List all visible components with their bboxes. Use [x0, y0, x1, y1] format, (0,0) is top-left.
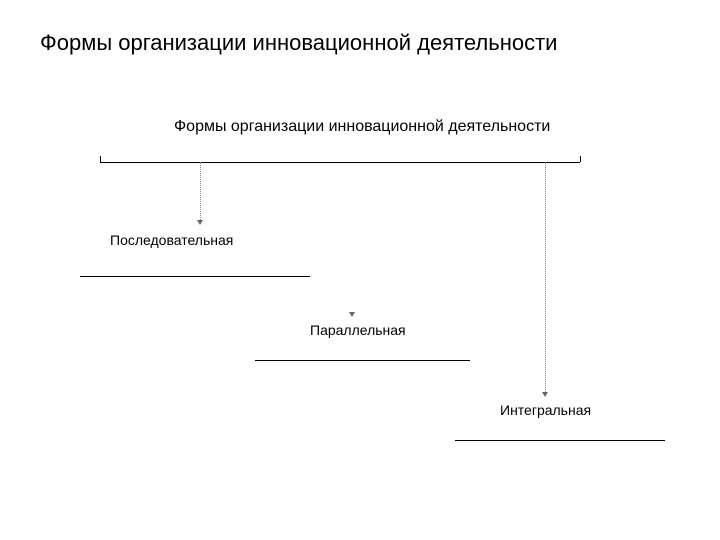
- node-parallel: Параллельная: [310, 322, 406, 338]
- slide-title: Формы организации инновационной деятельн…: [40, 30, 557, 56]
- connector-hbar: [100, 162, 580, 163]
- diagram-root-label: Формы организации инновационной деятельн…: [174, 118, 550, 136]
- node-sequential: Последовательная: [110, 232, 233, 248]
- drop-dotted-right: [545, 162, 546, 392]
- arrow-node3: [542, 392, 548, 397]
- drop-to-node1: [200, 162, 201, 220]
- arrow-node1: [197, 220, 203, 225]
- under-node2: [255, 360, 470, 361]
- arrow-node2: [349, 312, 355, 317]
- under-node3: [455, 440, 665, 441]
- stub-left: [100, 156, 101, 162]
- node-integral: Интегральная: [500, 402, 591, 418]
- slide-canvas: Формы организации инновационной деятельн…: [0, 0, 720, 540]
- stub-right: [580, 156, 581, 162]
- under-node1: [80, 276, 310, 277]
